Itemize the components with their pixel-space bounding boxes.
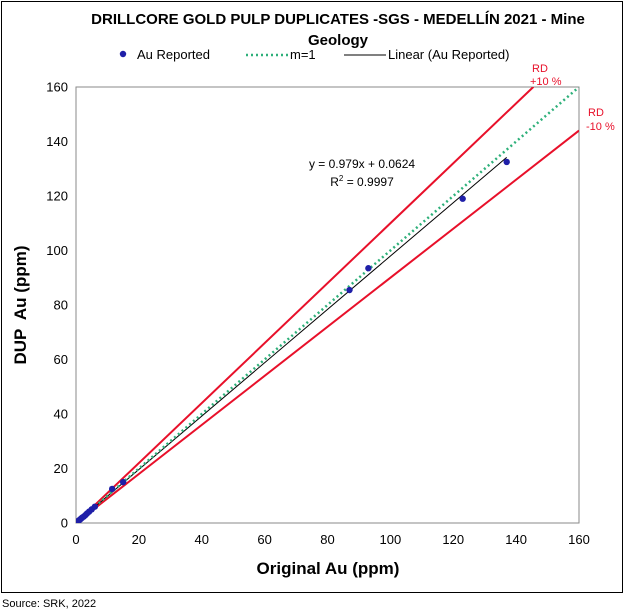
- data-point: [346, 286, 353, 294]
- y-axis-ticks: 0 20 40 60 80 100 120 140 160: [46, 80, 68, 531]
- x-tick-label: 140: [505, 532, 527, 547]
- x-tick-label: 0: [72, 532, 79, 547]
- x-tick-label: 40: [195, 532, 209, 547]
- trendline-equation: y = 0.979x + 0.0624: [309, 157, 415, 171]
- y-tick-label: 20: [54, 461, 68, 476]
- x-tick-label: 120: [442, 532, 464, 547]
- y-axis-title: DUP Au (ppm): [11, 246, 30, 365]
- rd-plus-label-line1: RD: [532, 63, 548, 75]
- linear-fit-line: [76, 156, 508, 523]
- y-tick-label: 120: [46, 189, 68, 204]
- data-point: [459, 195, 466, 202]
- chart-title-line2: Geology: [308, 32, 369, 49]
- legend-label-m1: m=1: [290, 47, 316, 62]
- au-reported-points: [76, 158, 510, 523]
- figure-source: Source: SRK, 2022: [2, 598, 97, 610]
- rd-minus-label-line1: RD: [588, 107, 604, 119]
- m1-reference-line: [76, 87, 579, 523]
- x-tick-label: 80: [320, 532, 334, 547]
- data-point: [119, 478, 127, 486]
- rd-plus-label-line2: +10 %: [530, 76, 562, 88]
- x-tick-label: 60: [257, 532, 271, 547]
- y-tick-label: 80: [54, 298, 68, 313]
- x-tick-label: 100: [380, 532, 402, 547]
- data-point: [91, 503, 99, 510]
- data-point: [108, 485, 116, 493]
- data-point: [503, 158, 510, 166]
- rd-minus-10-line: [76, 129, 579, 523]
- legend: Au Reported m=1 Linear (Au Reported): [119, 47, 509, 62]
- chart-title-line1: DRILLCORE GOLD PULP DUPLICATES -SGS - ME…: [91, 11, 585, 28]
- y-tick-label: 60: [54, 352, 68, 367]
- chart-frame: DRILLCORE GOLD PULP DUPLICATES -SGS - ME…: [1, 1, 623, 593]
- y-tick-label: 40: [54, 407, 68, 422]
- y-tick-label: 160: [46, 80, 68, 95]
- rd-plus-10-line: [76, 87, 535, 523]
- legend-label-au-reported: Au Reported: [137, 47, 210, 62]
- rd-minus-label-line2: -10 %: [586, 121, 615, 133]
- x-axis-ticks: 0 20 40 60 80 100 120 140 160: [72, 532, 589, 547]
- x-tick-label: 160: [568, 532, 590, 547]
- y-tick-label: 100: [46, 243, 68, 258]
- x-tick-label: 20: [132, 532, 146, 547]
- scatter-chart: DRILLCORE GOLD PULP DUPLICATES -SGS - ME…: [11, 11, 615, 578]
- y-tick-label: 0: [61, 516, 68, 531]
- legend-label-linear: Linear (Au Reported): [388, 47, 509, 62]
- legend-marker-au-reported: [119, 50, 127, 58]
- y-tick-label: 140: [46, 134, 68, 149]
- data-point: [365, 265, 372, 272]
- trendline-r-squared: R2 = 0.9997: [330, 174, 394, 189]
- x-axis-title: Original Au (ppm): [257, 559, 400, 578]
